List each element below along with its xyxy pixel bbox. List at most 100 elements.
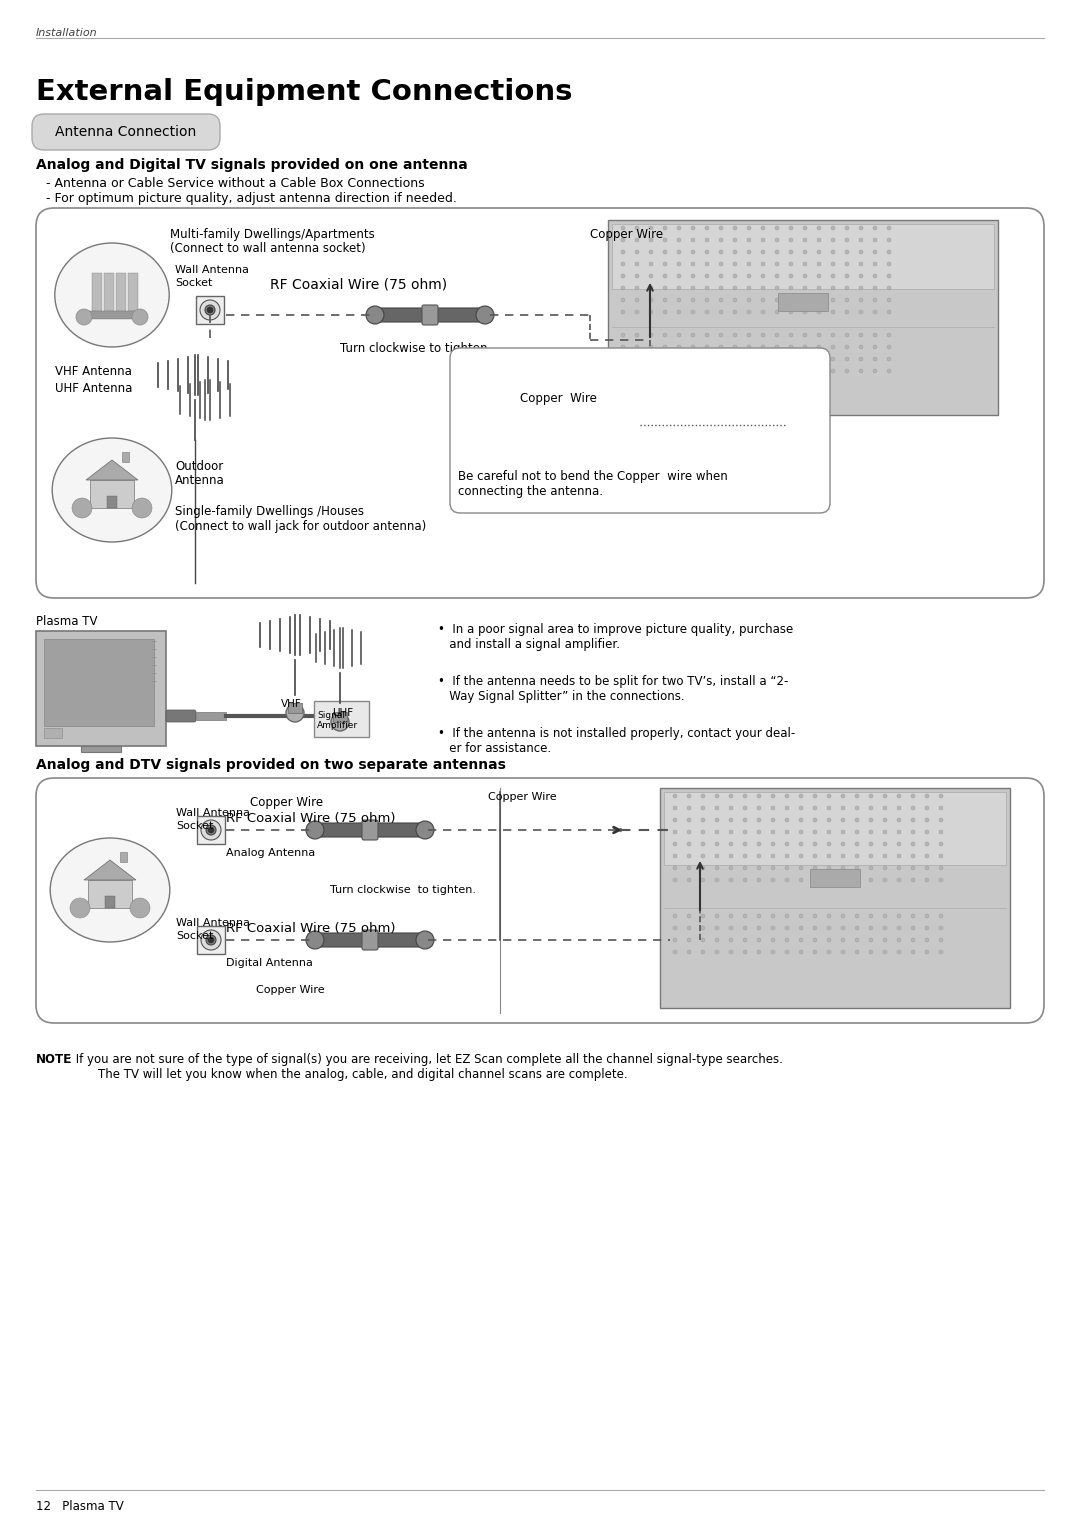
Bar	[87, 312, 136, 319]
Circle shape	[939, 795, 943, 798]
Circle shape	[747, 333, 751, 338]
FancyBboxPatch shape	[375, 309, 485, 322]
Text: Copper Wire: Copper Wire	[488, 792, 556, 802]
Circle shape	[761, 274, 765, 278]
Circle shape	[747, 251, 751, 254]
Circle shape	[841, 854, 845, 859]
Circle shape	[831, 226, 835, 231]
Circle shape	[789, 251, 793, 254]
Circle shape	[201, 821, 221, 840]
Circle shape	[939, 842, 943, 847]
Circle shape	[804, 368, 807, 373]
Circle shape	[673, 926, 677, 931]
Circle shape	[883, 879, 887, 882]
Circle shape	[775, 286, 779, 290]
Circle shape	[621, 226, 625, 231]
Circle shape	[897, 805, 901, 810]
Circle shape	[771, 938, 775, 941]
Circle shape	[887, 345, 891, 348]
Circle shape	[621, 274, 625, 278]
Circle shape	[649, 274, 653, 278]
Polygon shape	[84, 860, 136, 880]
Circle shape	[841, 805, 845, 810]
Circle shape	[799, 938, 804, 941]
Circle shape	[939, 817, 943, 822]
Circle shape	[883, 926, 887, 931]
Circle shape	[761, 298, 765, 303]
Text: Outdoor: Outdoor	[175, 460, 224, 474]
Circle shape	[621, 310, 625, 313]
Circle shape	[729, 914, 733, 918]
Circle shape	[831, 333, 835, 338]
Circle shape	[883, 805, 887, 810]
Bar	[122, 452, 129, 461]
Circle shape	[687, 914, 691, 918]
Bar	[107, 497, 117, 507]
Circle shape	[635, 286, 639, 290]
Text: Digital Antenna: Digital Antenna	[226, 958, 313, 969]
Circle shape	[771, 795, 775, 798]
Circle shape	[816, 368, 821, 373]
Circle shape	[831, 368, 835, 373]
Circle shape	[859, 251, 863, 254]
Circle shape	[687, 795, 691, 798]
Circle shape	[733, 261, 737, 266]
Circle shape	[789, 226, 793, 231]
Circle shape	[687, 926, 691, 931]
Circle shape	[827, 854, 831, 859]
Circle shape	[799, 842, 804, 847]
Bar	[90, 480, 134, 507]
Circle shape	[761, 286, 765, 290]
Circle shape	[649, 251, 653, 254]
Text: - Antenna or Cable Service without a Cable Box Connections: - Antenna or Cable Service without a Cab…	[46, 177, 424, 189]
Circle shape	[621, 286, 625, 290]
Circle shape	[775, 238, 779, 241]
Circle shape	[132, 498, 152, 518]
Circle shape	[757, 854, 761, 859]
Circle shape	[635, 251, 639, 254]
Circle shape	[621, 261, 625, 266]
Circle shape	[869, 817, 873, 822]
Circle shape	[799, 879, 804, 882]
Circle shape	[859, 274, 863, 278]
Circle shape	[816, 310, 821, 313]
Circle shape	[897, 914, 901, 918]
Circle shape	[799, 817, 804, 822]
Text: Antenna: Antenna	[175, 474, 225, 487]
Text: Be careful not to bend the Copper  wire when: Be careful not to bend the Copper wire w…	[458, 471, 728, 483]
Circle shape	[649, 298, 653, 303]
Circle shape	[715, 914, 719, 918]
Circle shape	[366, 306, 384, 324]
Circle shape	[939, 938, 943, 941]
Circle shape	[816, 226, 821, 231]
Circle shape	[743, 795, 747, 798]
Circle shape	[673, 866, 677, 869]
Circle shape	[939, 854, 943, 859]
Circle shape	[855, 805, 859, 810]
Bar	[288, 703, 302, 714]
Circle shape	[939, 830, 943, 834]
Circle shape	[831, 238, 835, 241]
Bar	[608, 220, 998, 416]
Circle shape	[827, 830, 831, 834]
Text: VHF Antenna: VHF Antenna	[55, 365, 132, 377]
Circle shape	[785, 854, 789, 859]
Text: Copper Wire: Copper Wire	[256, 986, 325, 995]
Circle shape	[757, 926, 761, 931]
Text: Analog Antenna: Analog Antenna	[226, 848, 315, 859]
Circle shape	[677, 310, 681, 313]
Circle shape	[743, 938, 747, 941]
Circle shape	[887, 298, 891, 303]
Circle shape	[799, 950, 804, 953]
Circle shape	[687, 830, 691, 834]
Text: Wall Antenna: Wall Antenna	[176, 918, 249, 927]
Circle shape	[789, 333, 793, 338]
Circle shape	[715, 830, 719, 834]
FancyBboxPatch shape	[362, 931, 378, 950]
Circle shape	[719, 345, 723, 348]
Circle shape	[621, 298, 625, 303]
Circle shape	[747, 261, 751, 266]
Circle shape	[789, 274, 793, 278]
FancyBboxPatch shape	[422, 306, 438, 325]
Ellipse shape	[52, 439, 172, 542]
